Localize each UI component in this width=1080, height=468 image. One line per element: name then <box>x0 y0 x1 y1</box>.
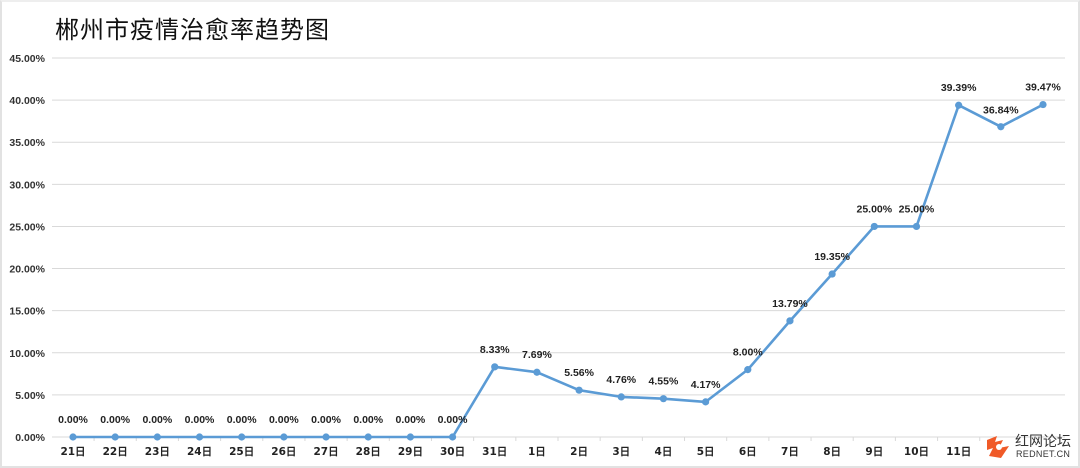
data-label: 0.00% <box>269 414 299 426</box>
rednet-watermark: 红网论坛 REDNET.CN <box>985 430 1077 464</box>
data-label: 4.17% <box>691 379 721 391</box>
data-point[interactable] <box>280 433 288 441</box>
data-label: 39.47% <box>1025 82 1061 94</box>
x-tick-label: 10日 <box>904 446 929 458</box>
data-point[interactable] <box>870 222 878 231</box>
data-point[interactable] <box>828 270 836 278</box>
x-tick-label: 8日 <box>823 446 841 458</box>
data-label: 25.00% <box>856 203 892 215</box>
data-label: 8.33% <box>480 344 510 356</box>
data-label: 0.00% <box>396 414 426 426</box>
data-point[interactable] <box>238 433 246 441</box>
data-label: 39.39% <box>941 82 977 94</box>
data-label: 0.00% <box>100 414 130 426</box>
data-point[interactable] <box>69 433 77 441</box>
data-label: 0.00% <box>311 414 341 426</box>
x-tick-label: 2日 <box>570 446 588 458</box>
y-tick-label: 5.00% <box>15 390 45 402</box>
data-point[interactable] <box>322 433 330 441</box>
chart-title: 郴州市疫情治愈率趋势图 <box>55 16 330 44</box>
x-tick-label: 29日 <box>398 446 423 458</box>
y-tick-label: 20.00% <box>9 264 45 276</box>
data-point[interactable] <box>617 393 625 401</box>
y-tick-label: 15.00% <box>9 306 45 318</box>
x-tick-label: 25日 <box>229 446 254 458</box>
x-tick-label: 4日 <box>655 446 673 458</box>
data-point[interactable] <box>955 101 963 109</box>
x-tick-label: 21日 <box>60 446 85 458</box>
x-tick-label: 11日 <box>946 446 971 458</box>
data-label: 5.56% <box>564 367 594 379</box>
data-point[interactable] <box>702 398 710 406</box>
data-label: 0.00% <box>142 414 172 426</box>
x-tick-label: 31日 <box>482 446 507 458</box>
y-tick-label: 40.00% <box>9 95 45 107</box>
data-label: 0.00% <box>227 414 257 426</box>
data-point[interactable] <box>786 317 794 325</box>
data-label: 13.79% <box>772 298 808 310</box>
data-point[interactable] <box>153 433 161 441</box>
y-tick-label: 10.00% <box>9 348 45 360</box>
data-label: 0.00% <box>58 414 88 426</box>
x-tick-label: 30日 <box>440 446 465 458</box>
data-point[interactable] <box>406 433 414 441</box>
data-label: 4.76% <box>606 374 636 386</box>
data-label: 4.55% <box>649 376 679 388</box>
watermark-en: REDNET.CN <box>1016 449 1071 459</box>
x-tick-label: 1日 <box>528 446 546 458</box>
y-tick-label: 25.00% <box>9 221 45 233</box>
watermark-cn: 红网论坛 <box>1015 434 1071 450</box>
data-point[interactable] <box>659 395 668 403</box>
data-label: 25.00% <box>899 203 935 215</box>
data-label: 36.84% <box>983 105 1019 117</box>
data-label: 19.35% <box>814 251 850 263</box>
x-tick-label: 22日 <box>103 446 128 458</box>
x-tick-label: 7日 <box>781 446 799 458</box>
x-tick-label: 3日 <box>612 446 630 458</box>
x-tick-label: 28日 <box>356 446 381 458</box>
x-tick-label: 24日 <box>187 446 212 458</box>
data-point[interactable] <box>912 222 921 231</box>
data-label: 0.00% <box>438 414 468 426</box>
data-point[interactable] <box>744 366 752 374</box>
data-point[interactable] <box>364 433 372 441</box>
data-point[interactable] <box>575 386 583 394</box>
data-label: 0.00% <box>353 414 383 426</box>
data-label: 8.00% <box>733 347 763 359</box>
data-point[interactable] <box>533 368 541 376</box>
x-tick-label: 27日 <box>313 446 338 458</box>
data-label: 7.69% <box>522 349 552 361</box>
series-line <box>73 103 1044 439</box>
data-point[interactable] <box>448 433 457 441</box>
data-point[interactable] <box>195 433 204 441</box>
x-tick-label: 6日 <box>739 446 757 458</box>
data-label: 0.00% <box>185 414 215 426</box>
x-tick-label: 26日 <box>271 446 296 458</box>
x-tick-label: 9日 <box>865 446 883 458</box>
data-point[interactable] <box>1039 100 1047 109</box>
data-point[interactable] <box>111 433 119 441</box>
x-tick-label: 23日 <box>145 446 170 458</box>
y-tick-label: 30.00% <box>9 179 45 191</box>
y-tick-label: 45.00% <box>9 53 45 65</box>
data-point[interactable] <box>997 123 1005 131</box>
data-point[interactable] <box>491 363 499 371</box>
rednet-logo-icon <box>987 436 1009 458</box>
y-tick-label: 0.00% <box>15 432 45 444</box>
y-tick-label: 35.00% <box>9 137 45 149</box>
x-tick-label: 5日 <box>697 446 715 458</box>
